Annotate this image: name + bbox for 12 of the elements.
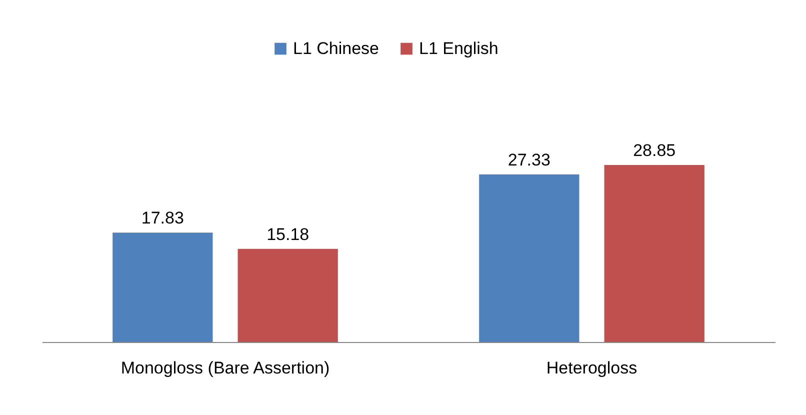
data-label: 15.18 [266, 224, 310, 244]
bar [604, 165, 704, 342]
bar [238, 248, 338, 342]
x-tick-label: Heterogloss [546, 358, 638, 378]
legend-label: L1 Chinese [293, 38, 380, 58]
bar [479, 174, 580, 342]
data-label: 28.85 [633, 141, 676, 160]
x-tick-label: Monogloss (Bare Assertion) [120, 358, 330, 378]
bar [112, 232, 213, 342]
data-label: 17.83 [141, 208, 184, 228]
data-label: 27.33 [508, 150, 550, 170]
legend-label: L1 English [419, 38, 498, 58]
